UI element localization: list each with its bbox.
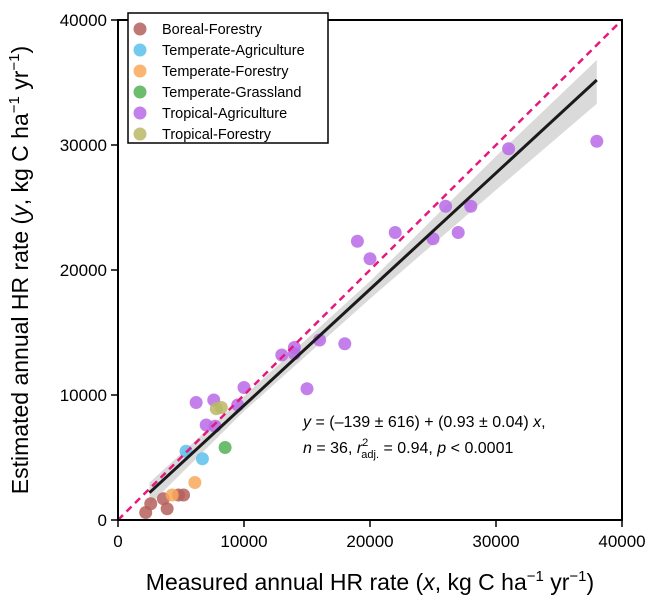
data-points-layer xyxy=(139,134,604,519)
legend-label: Boreal-Forestry xyxy=(162,22,263,38)
y-tick-label: 10000 xyxy=(60,386,107,405)
confidence-band-layer xyxy=(149,60,597,505)
x-title-part-2: , kg C ha xyxy=(435,569,527,595)
y-title-part-2: , kg C ha xyxy=(7,113,33,205)
stats-r-sup: 2 xyxy=(362,437,368,449)
axis-ticks-layer: 0 10000 20000 30000 40000 0 10000 20000 30000 400… xyxy=(60,11,646,551)
x-title-part-3: yr xyxy=(544,569,570,595)
x-tick-label: 30000 xyxy=(472,532,519,551)
data-point-temperate-grassland xyxy=(218,441,232,454)
data-point-tropical-agriculture xyxy=(439,199,453,213)
legend-marker xyxy=(133,85,147,99)
stats-n-var: n xyxy=(303,440,312,457)
eq-y-var: y xyxy=(302,414,312,431)
data-point-temperate-forestry xyxy=(165,488,179,502)
data-point-boreal-forestry xyxy=(177,488,191,502)
data-point-boreal-forestry xyxy=(144,497,158,511)
legend-label: Temperate-Grassland xyxy=(162,85,301,101)
data-point-tropical-agriculture xyxy=(363,252,377,266)
stats-r-var: r xyxy=(357,440,363,457)
legend-marker xyxy=(133,43,147,57)
eq-comma: , xyxy=(541,414,545,431)
data-point-temperate-forestry xyxy=(188,476,202,489)
legend-marker xyxy=(133,64,147,78)
data-point-tropical-agriculture xyxy=(189,396,203,409)
y-title-var: y xyxy=(7,204,33,219)
x-tick-label: 40000 xyxy=(598,532,645,551)
regression-equation: y = (–139 ± 616) + (0.93 ± 0.04) x, xyxy=(302,414,546,431)
legend-marker xyxy=(133,22,147,36)
x-tick-label: 20000 xyxy=(346,532,393,551)
data-point-temperate-agriculture xyxy=(195,452,209,466)
y-tick-label: 40000 xyxy=(60,11,107,30)
y-tick-label: 20000 xyxy=(60,261,107,280)
legend-box xyxy=(127,12,329,144)
x-title-part-1: Measured annual HR rate ( xyxy=(146,569,424,595)
y-title-sup-2: −1 xyxy=(6,53,23,70)
stats-r-sub: adj. xyxy=(361,449,379,461)
reference-lines-layer xyxy=(118,20,622,520)
eq-x-var: x xyxy=(532,414,542,431)
y-title-part-1: Estimated annual HR rate ( xyxy=(7,216,33,494)
data-point-tropical-agriculture xyxy=(590,134,604,148)
stats-r-value: = 0.94, xyxy=(379,440,437,457)
x-axis-title: Measured annual HR rate (x, kg C ha−1 yr… xyxy=(146,568,594,595)
data-point-tropical-agriculture xyxy=(502,142,516,156)
regression-line xyxy=(148,78,598,494)
y-title-part-3: yr xyxy=(7,70,33,96)
legend-marker xyxy=(133,106,147,120)
x-title-var: x xyxy=(422,569,436,595)
y-tick-label: 30000 xyxy=(60,136,107,155)
legend: Boreal-Forestry Temperate-Agriculture Temp… xyxy=(127,12,329,144)
identity-line xyxy=(118,20,622,520)
data-point-tropical-agriculture xyxy=(300,382,314,396)
y-axis-title: Estimated annual HR rate (y, kg C ha−1 y… xyxy=(6,46,33,494)
legend-label: Temperate-Forestry xyxy=(162,64,289,80)
stats-n-value: = 36, xyxy=(312,440,357,457)
y-title-part-4: ) xyxy=(7,46,33,54)
data-point-tropical-agriculture xyxy=(464,199,478,213)
confidence-band xyxy=(149,60,597,505)
legend-marker xyxy=(133,127,147,141)
eq-body: = (–139 ± 616) + (0.93 ± 0.04) xyxy=(311,414,533,431)
legend-label: Temperate-Agriculture xyxy=(162,43,305,59)
data-point-tropical-agriculture xyxy=(350,234,364,248)
x-tick-label: 10000 xyxy=(220,532,267,551)
data-point-tropical-agriculture xyxy=(451,226,465,239)
y-tick-label: 0 xyxy=(98,511,107,530)
data-point-tropical-agriculture xyxy=(275,348,289,362)
x-title-sup-2: −1 xyxy=(569,568,586,585)
legend-label: Tropical-Forestry xyxy=(162,127,272,143)
data-point-tropical-forestry xyxy=(214,401,228,414)
legend-label: Tropical-Agriculture xyxy=(162,106,287,122)
data-point-boreal-forestry xyxy=(160,502,174,516)
regression-stats: n = 36, r2 adj. = 0.94, p < 0.0001 xyxy=(303,437,513,461)
x-title-sup-1: −1 xyxy=(527,568,544,585)
data-point-tropical-agriculture xyxy=(388,226,402,239)
data-point-tropical-agriculture xyxy=(338,337,352,351)
x-tick-label: 0 xyxy=(113,532,122,551)
stats-p-value: < 0.0001 xyxy=(446,440,513,457)
stats-p-var: p xyxy=(436,440,446,457)
x-title-part-4: ) xyxy=(587,569,595,595)
y-title-sup-1: −1 xyxy=(6,96,23,113)
